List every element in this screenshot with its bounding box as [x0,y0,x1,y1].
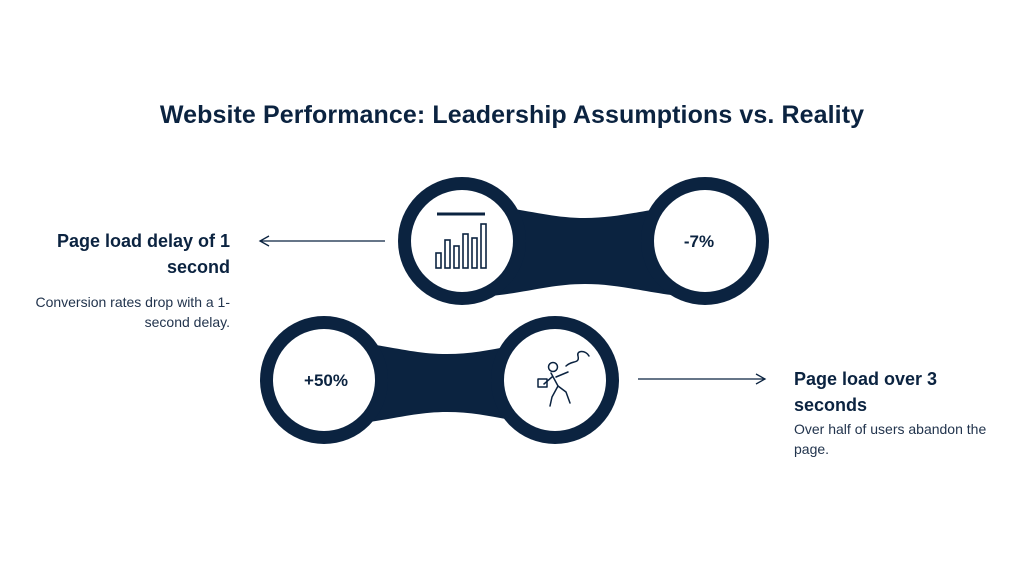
running-person-icon [537,350,590,407]
bottom-heading: Page load over 3 seconds [794,369,938,415]
bar-chart-icon [435,212,487,269]
top-description: Conversion rates drop with a 1-second de… [35,294,230,330]
bottom-description: Over half of users abandon the page. [794,421,987,457]
page-title: Website Performance: Leadership Assumpti… [159,101,865,129]
top-heading: Page load delay of 1 second [56,231,230,277]
bottom-stat-value: +50% [304,371,348,390]
top-stat-value: -7% [684,232,714,251]
top-connector: -7% [398,177,769,305]
bottom-left-circle [273,329,375,431]
top-left-circle [411,190,513,292]
bottom-connector: +50% [260,316,619,444]
top-right-circle [654,190,756,292]
